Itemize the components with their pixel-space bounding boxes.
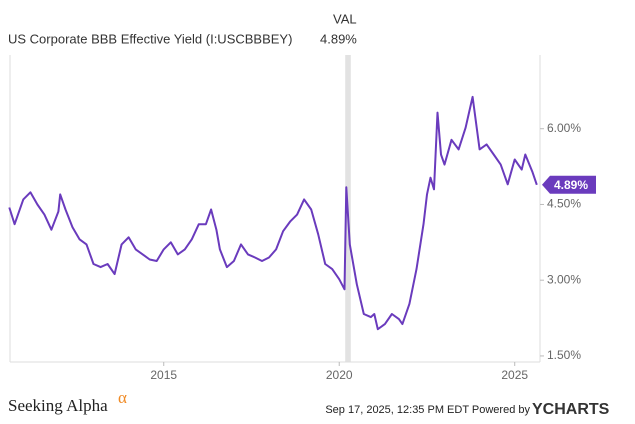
x-tick-label: 2020 (326, 368, 353, 382)
legend-header: VAL (333, 11, 357, 26)
y-tick-label: 6.00% (547, 121, 581, 135)
y-tick-label: 4.50% (547, 197, 581, 211)
y-tick-label: 1.50% (547, 348, 581, 362)
timestamp: Sep 17, 2025, 12:35 PM EDT Powered by (325, 404, 530, 416)
chart-title: US Corporate BBB Effective Yield (I:USCB… (8, 31, 292, 46)
brand: Seeking Alpha (8, 396, 108, 415)
y-tick-label: 3.00% (547, 272, 581, 286)
last-value-tag (542, 175, 596, 194)
legend-value: 4.89% (320, 31, 357, 46)
brand-symbol: α (118, 388, 127, 407)
x-tick-label: 2025 (501, 368, 528, 382)
line (8, 95, 538, 331)
provider: YCHARTS (532, 401, 610, 418)
x-tick-label: 2015 (150, 368, 177, 382)
last-value-label: 4.89% (554, 178, 588, 192)
